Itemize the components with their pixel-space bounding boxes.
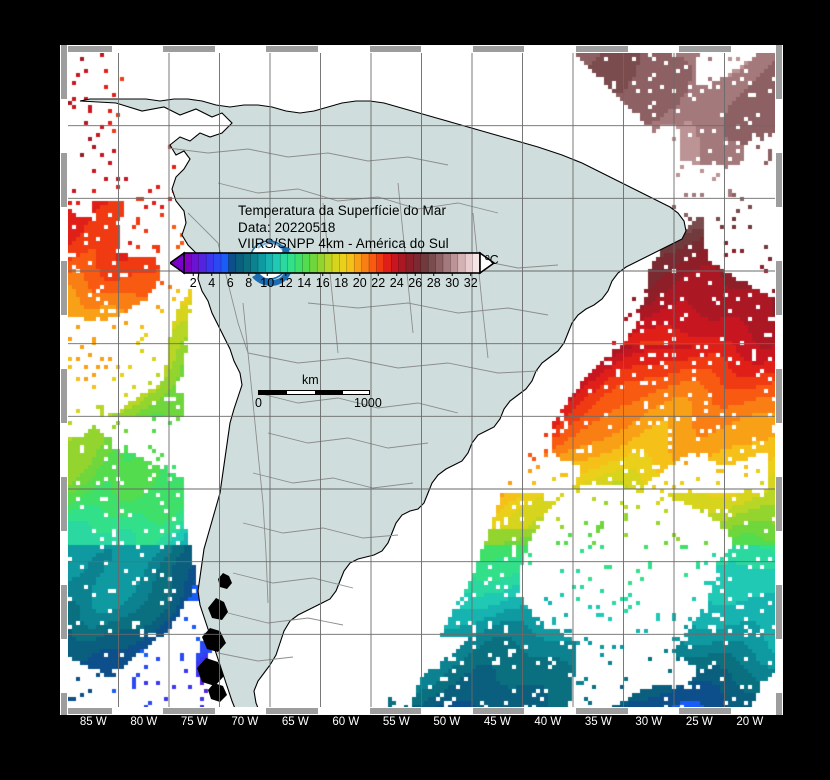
colorbar-tick: 30 xyxy=(445,276,460,290)
title-line-3: VIIRS/SNPP 4km - América do Sul xyxy=(238,236,449,251)
lon-tick-label: 55 W xyxy=(382,716,410,728)
colorbar-tick: 20 xyxy=(352,276,367,290)
title-line-1: Temperatura da Superfície do Mar xyxy=(238,203,447,218)
lon-tick-label: 20 W xyxy=(736,716,764,728)
colorbar-tick: 26 xyxy=(408,276,423,290)
longitude-axis: 85 W 80 W 75 W 70 W 65 W 60 W 55 W 50 W 45 W 40 W… xyxy=(0,716,830,738)
colorbar-tick-labels: 2 4 6 8 10 12 14 16 18 20 22 24 26 28 30 32 xyxy=(170,276,510,296)
map-canvas xyxy=(68,53,775,707)
colorbar-tick: 22 xyxy=(371,276,386,290)
title-line-2: Data: 20220518 xyxy=(238,219,336,235)
map-ruler-left xyxy=(60,45,68,715)
colorbar-tick: 16 xyxy=(315,276,330,290)
lon-tick-label: 80 W xyxy=(130,716,158,728)
colorbar-tick: 28 xyxy=(426,276,441,290)
scale-bar: km 0 1000 xyxy=(255,373,382,410)
lon-tick-label: 40 W xyxy=(534,716,562,728)
colorbar-tick: 2 xyxy=(189,276,197,290)
colorbar-tick: 4 xyxy=(208,276,216,290)
colorbar-tick: 32 xyxy=(463,276,478,290)
colorbar-tick: 14 xyxy=(297,276,312,290)
colorbar-tick: 18 xyxy=(334,276,349,290)
lon-tick-label: 50 W xyxy=(433,716,461,728)
lon-tick-label: 45 W xyxy=(483,716,511,728)
colorbar-tick: 24 xyxy=(389,276,404,290)
lon-tick-label: 30 W xyxy=(635,716,663,728)
scale-bar-end: 1000 xyxy=(354,396,382,410)
map-ruler-right xyxy=(775,45,783,715)
map-frame: INPE Temperatura da Superfície do Mar Da… xyxy=(60,45,783,715)
lon-tick-label: 70 W xyxy=(231,716,259,728)
map-ruler-top xyxy=(60,45,783,53)
lon-tick-label: 25 W xyxy=(685,716,713,728)
colorbar: 2 4 6 8 10 12 14 16 18 20 22 24 26 28 30 32 xyxy=(170,250,510,302)
lon-tick-label: 65 W xyxy=(281,716,309,728)
graticule-layer xyxy=(68,53,775,707)
lon-tick-label: 75 W xyxy=(180,716,208,728)
scale-bar-graphic xyxy=(258,390,370,395)
colorbar-tick: 10 xyxy=(260,276,275,290)
title-block: Temperatura da Superfície do Mar Data: 2… xyxy=(238,203,449,253)
scale-bar-start: 0 xyxy=(255,396,262,410)
map-ruler-bottom xyxy=(60,707,783,715)
lon-tick-label: 35 W xyxy=(584,716,612,728)
scale-bar-unit: km xyxy=(302,373,319,387)
colorbar-tick: 6 xyxy=(226,276,234,290)
colorbar-tick: 12 xyxy=(278,276,293,290)
lon-tick-label: 85 W xyxy=(79,716,107,728)
colorbar-unit-label: ºC xyxy=(485,253,499,267)
colorbar-tick: 8 xyxy=(245,276,253,290)
lon-tick-label: 60 W xyxy=(332,716,360,728)
